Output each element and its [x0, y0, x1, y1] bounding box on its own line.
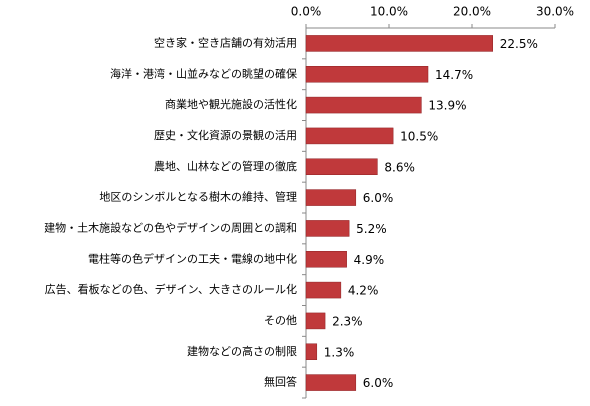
x-tick-label: 30.0% [536, 5, 574, 19]
bar [305, 35, 493, 52]
y-tick-label: 建物・土木施設などの色やデザインの周囲との調和 [44, 220, 297, 234]
x-tick-label: 0.0% [291, 5, 322, 19]
value-label: 22.5% [500, 37, 538, 51]
bar [305, 312, 326, 330]
y-tick-label: 商業地や観光施設の活性化 [165, 97, 297, 111]
y-tick-label: 歴史・文化資源の景観の活用 [154, 128, 297, 142]
y-tick-label: 農地、山林などの管理の徹底 [154, 159, 297, 173]
y-tick-label: 空き家・空き店舗の有効活用 [154, 35, 297, 49]
y-tick-label: 建物などの高さの制限 [187, 344, 297, 358]
y-tick-label: 無回答 [264, 375, 297, 389]
y-tick-label: 海洋・港湾・山並みなどの眺望の確保 [110, 66, 297, 80]
bar [305, 189, 357, 206]
bar [305, 251, 347, 268]
bar [305, 220, 350, 237]
x-tick-label: 20.0% [453, 5, 491, 19]
value-label: 4.2% [348, 284, 379, 298]
bar [305, 281, 342, 299]
x-tick-label: 10.0% [370, 5, 408, 19]
bar [305, 96, 422, 114]
value-label: 14.7% [435, 68, 473, 82]
value-label: 13.9% [428, 99, 466, 113]
bar [305, 66, 429, 83]
value-label: 2.3% [332, 314, 363, 328]
value-label: 10.5% [400, 129, 438, 143]
y-tick-label: 地区のシンボルとなる樹木の維持、管理 [99, 190, 297, 204]
value-label: 6.0% [363, 191, 394, 205]
y-tick-label: 電柱等の色デザインの工夫・電線の地中化 [88, 251, 297, 265]
value-label: 1.3% [324, 345, 355, 359]
bar [305, 127, 394, 145]
bar [305, 374, 357, 391]
value-label: 4.9% [354, 253, 385, 267]
value-label: 5.2% [356, 222, 387, 236]
bar [305, 343, 318, 360]
y-tick-label: その他 [264, 314, 297, 327]
bar [305, 158, 378, 175]
value-label: 6.0% [363, 376, 394, 390]
y-tick-label: 広告、看板などの色、デザイン、大きさのルール化 [45, 282, 297, 296]
value-label: 8.6% [384, 160, 415, 174]
